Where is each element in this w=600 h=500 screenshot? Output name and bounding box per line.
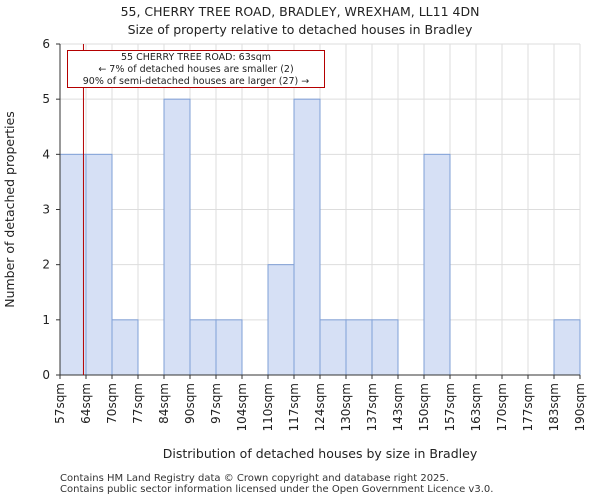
x-tick-label: 177sqm xyxy=(521,383,535,431)
bar xyxy=(59,153,87,376)
x-tick-label: 110sqm xyxy=(261,383,275,431)
x-tick-label: 130sqm xyxy=(339,383,353,431)
x-tick-label: 143sqm xyxy=(391,383,405,431)
x-tick-label: 97sqm xyxy=(209,383,223,424)
x-tick-label: 183sqm xyxy=(547,383,561,431)
chart-title-address: 55, CHERRY TREE ROAD, BRADLEY, WREXHAM, … xyxy=(120,4,480,19)
x-tick-label: 117sqm xyxy=(287,383,301,431)
y-tick-label: 0 xyxy=(42,368,50,382)
x-tick-label: 77sqm xyxy=(131,383,145,424)
annotation-line-1: 55 CHERRY TREE ROAD: 63sqm xyxy=(120,52,271,63)
x-tick-label: 163sqm xyxy=(469,383,483,431)
y-tick-label: 3 xyxy=(42,203,50,217)
bar xyxy=(163,98,191,376)
footer-copyright: Contains HM Land Registry data © Crown c… xyxy=(60,473,449,484)
bar xyxy=(85,153,113,376)
property-annotation: 55 CHERRY TREE ROAD: 63sqm ← 7% of detac… xyxy=(67,50,325,88)
x-tick-label: 84sqm xyxy=(157,383,171,424)
bar xyxy=(319,319,347,376)
x-tick-label: 104sqm xyxy=(235,383,249,431)
bar xyxy=(189,319,217,376)
x-tick-label: 90sqm xyxy=(183,383,197,424)
x-tick-label: 57sqm xyxy=(53,383,67,424)
x-tick-label: 170sqm xyxy=(495,383,509,431)
annotation-line-3: 90% of semi-detached houses are larger (… xyxy=(82,76,310,87)
bar xyxy=(553,319,581,376)
y-tick-label: 4 xyxy=(42,147,50,161)
y-tick-label: 5 xyxy=(42,92,50,106)
bar xyxy=(111,319,139,376)
chart-title: Size of property relative to detached ho… xyxy=(127,22,473,37)
footer-licence: Contains public sector information licen… xyxy=(60,484,494,495)
y-axis-label: Number of detached properties xyxy=(2,111,17,308)
x-axis-label: Distribution of detached houses by size … xyxy=(163,446,478,461)
bar xyxy=(293,98,321,376)
x-tick-label: 70sqm xyxy=(105,383,119,424)
x-tick-label: 124sqm xyxy=(313,383,327,431)
bar xyxy=(371,319,399,376)
x-tick-label: 157sqm xyxy=(443,383,457,431)
bar xyxy=(267,264,295,376)
bar xyxy=(345,319,373,376)
bar xyxy=(423,153,451,376)
y-tick-label: 1 xyxy=(42,313,50,327)
x-tick-label: 64sqm xyxy=(79,383,93,424)
x-tick-label: 150sqm xyxy=(417,383,431,431)
x-tick-label: 137sqm xyxy=(365,383,379,431)
y-tick-label: 6 xyxy=(42,37,50,51)
y-tick-label: 2 xyxy=(42,258,50,272)
annotation-line-2: ← 7% of detached houses are smaller (2) xyxy=(98,64,294,75)
x-tick-label: 190sqm xyxy=(573,383,587,431)
bar xyxy=(215,319,243,376)
